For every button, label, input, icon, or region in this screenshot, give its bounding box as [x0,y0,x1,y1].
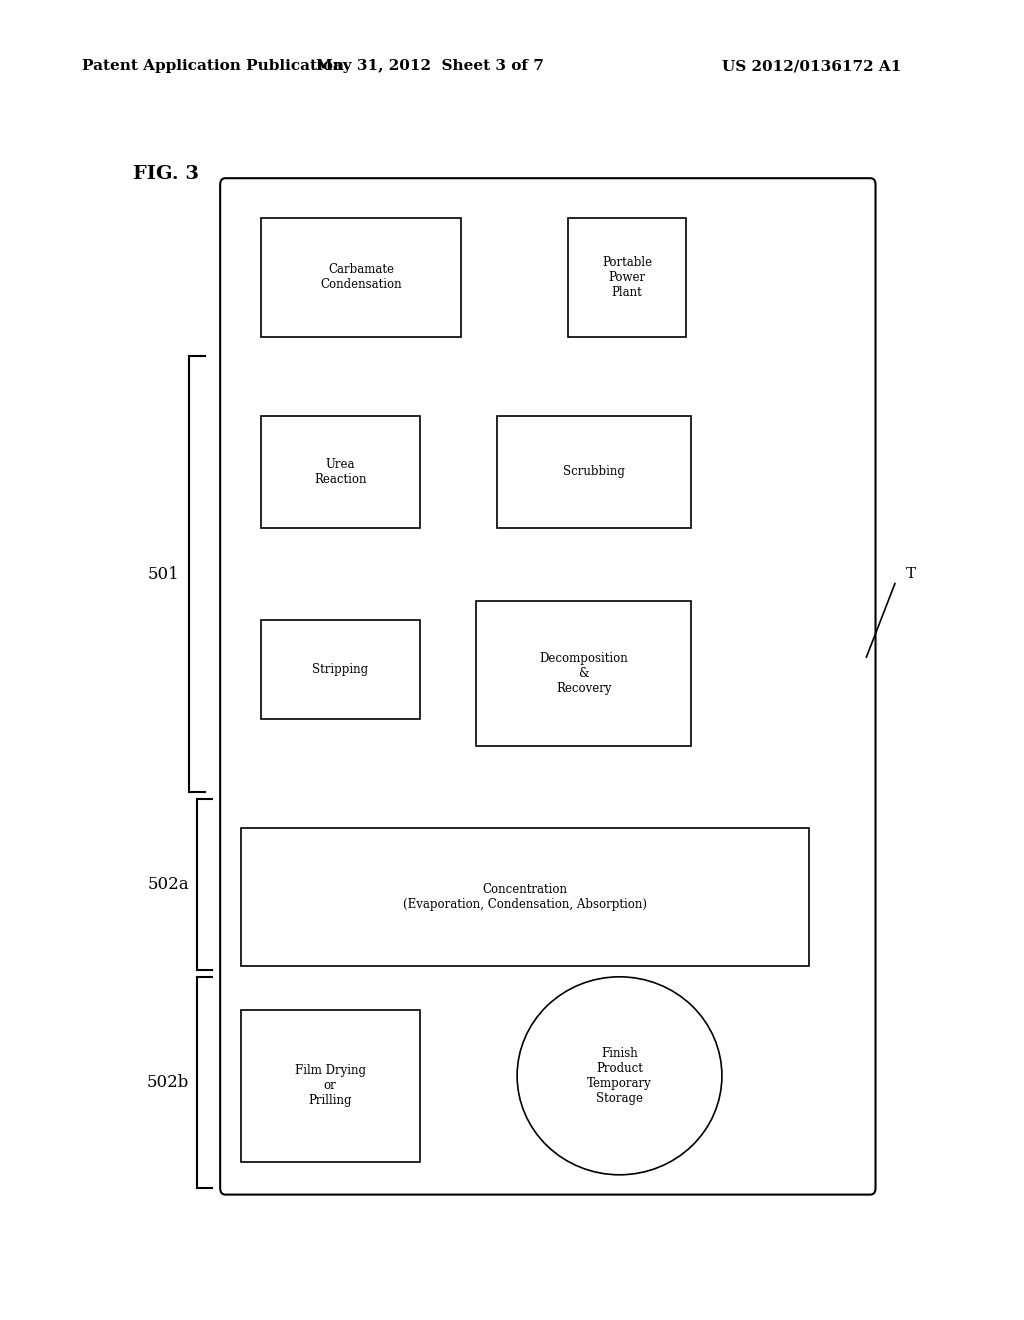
Text: T: T [906,568,916,581]
Text: Patent Application Publication: Patent Application Publication [82,59,344,74]
Text: Portable
Power
Plant: Portable Power Plant [602,256,652,298]
Text: US 2012/0136172 A1: US 2012/0136172 A1 [722,59,901,74]
FancyBboxPatch shape [261,416,420,528]
Text: 501: 501 [147,566,179,582]
FancyBboxPatch shape [497,416,691,528]
Text: Carbamate
Condensation: Carbamate Condensation [321,263,401,292]
Text: 502a: 502a [147,876,189,892]
Ellipse shape [517,977,722,1175]
Text: Decomposition
&
Recovery: Decomposition & Recovery [540,652,628,694]
FancyBboxPatch shape [220,178,876,1195]
FancyBboxPatch shape [261,620,420,719]
FancyBboxPatch shape [476,601,691,746]
Text: 502b: 502b [147,1074,189,1090]
FancyBboxPatch shape [261,218,461,337]
Text: FIG. 3: FIG. 3 [133,165,199,183]
FancyBboxPatch shape [568,218,686,337]
Text: Concentration
(Evaporation, Condensation, Absorption): Concentration (Evaporation, Condensation… [402,883,647,911]
Text: Finish
Product
Temporary
Storage: Finish Product Temporary Storage [587,1047,652,1105]
FancyBboxPatch shape [241,828,809,966]
Text: Urea
Reaction: Urea Reaction [314,458,367,486]
Text: Film Drying
or
Prilling: Film Drying or Prilling [295,1064,366,1107]
FancyBboxPatch shape [241,1010,420,1162]
Text: Stripping: Stripping [312,664,369,676]
Text: Scrubbing: Scrubbing [563,466,625,478]
Text: May 31, 2012  Sheet 3 of 7: May 31, 2012 Sheet 3 of 7 [316,59,544,74]
